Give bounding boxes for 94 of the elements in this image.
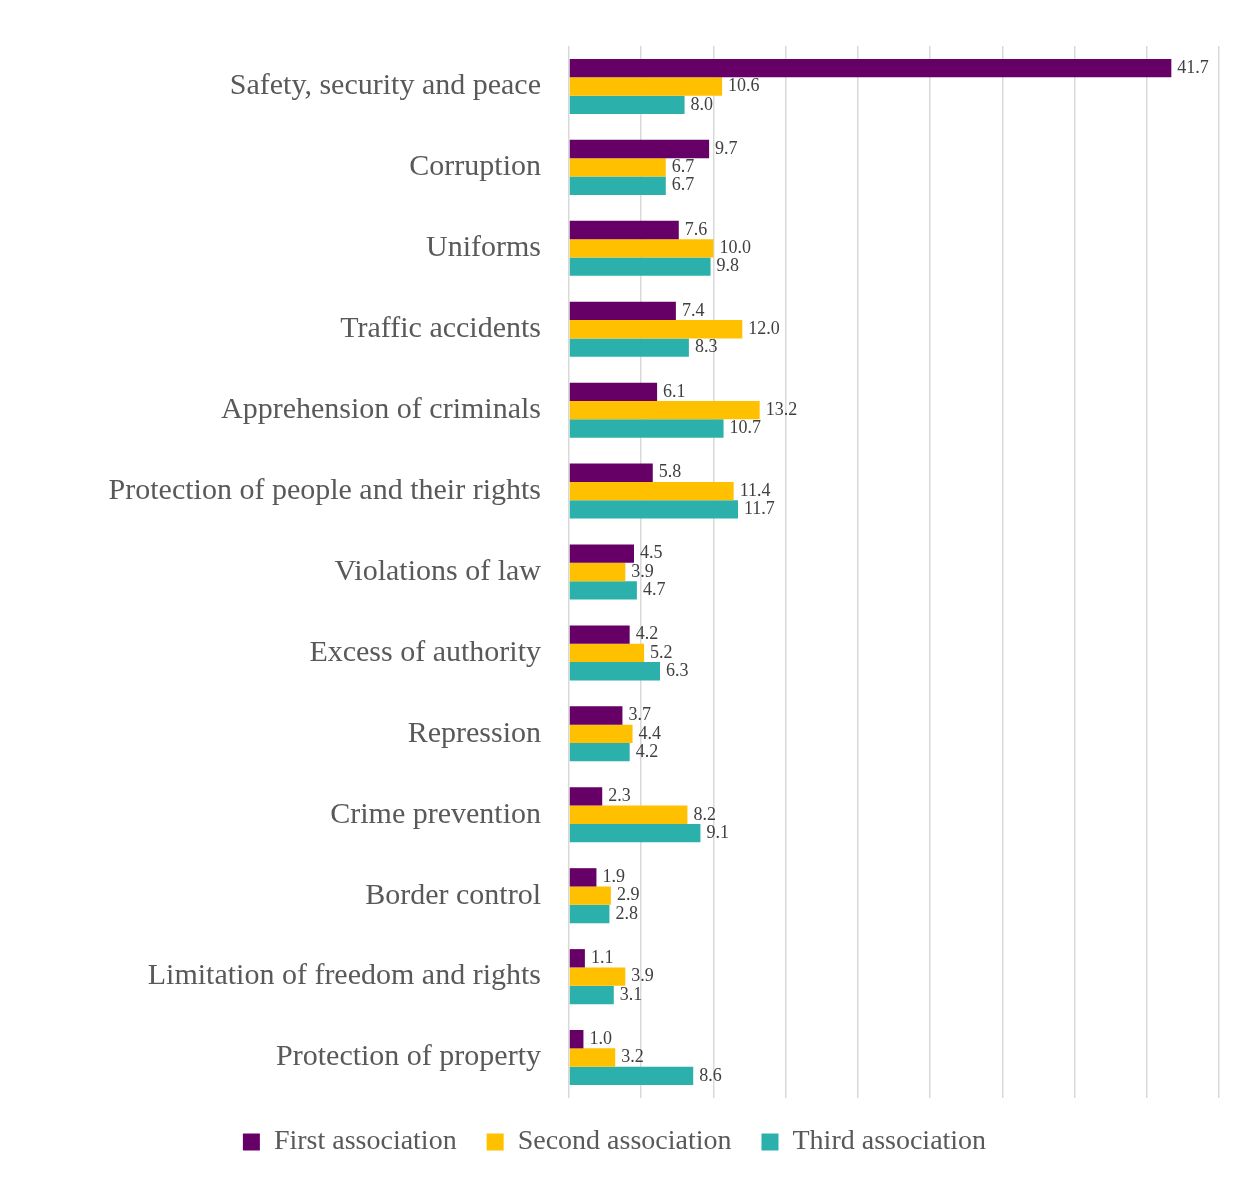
data-label: 3.2 xyxy=(621,1046,644,1067)
data-label: 3.1 xyxy=(619,983,643,1004)
bar xyxy=(569,805,688,824)
bar xyxy=(569,1030,584,1049)
bar xyxy=(569,419,724,438)
bar xyxy=(569,643,645,663)
bar xyxy=(569,724,633,744)
data-label: 4.4 xyxy=(638,722,662,743)
data-label: 12.0 xyxy=(748,317,780,338)
y-tick-label: Limitation of freedom and rights xyxy=(147,957,541,991)
y-tick-label: Protection of property xyxy=(276,1038,541,1072)
legend-label: First association xyxy=(273,1124,457,1156)
data-label: 2.3 xyxy=(608,785,631,806)
bar xyxy=(569,463,653,482)
y-tick-label: Crime prevention xyxy=(330,795,541,829)
bar xyxy=(569,662,660,681)
bar xyxy=(569,400,760,420)
bar xyxy=(569,743,630,762)
data-label: 41.7 xyxy=(1177,56,1209,77)
y-tick-label: Apprehension of criminals xyxy=(221,391,541,425)
data-label: 2.9 xyxy=(616,884,640,905)
data-label: 5.2 xyxy=(650,641,673,662)
bar xyxy=(569,220,679,240)
bar xyxy=(569,257,711,276)
y-tick-label: Excess of authority xyxy=(309,633,541,667)
data-label: 4.2 xyxy=(635,740,659,761)
bar xyxy=(569,544,634,563)
data-label: 1.1 xyxy=(590,947,614,968)
y-tick-label: Border control xyxy=(365,876,541,910)
bar xyxy=(569,1066,694,1086)
y-tick-label: Violations of law xyxy=(334,552,542,586)
data-label: 4.5 xyxy=(640,542,663,563)
data-label: 13.2 xyxy=(765,398,798,419)
data-label: 7.6 xyxy=(684,218,708,239)
y-tick-label: Corruption xyxy=(409,148,541,182)
bar xyxy=(569,886,611,905)
y-tick-label: Protection of people and their rights xyxy=(108,471,541,505)
bar xyxy=(569,904,610,924)
bar xyxy=(569,562,626,582)
data-label: 1.0 xyxy=(589,1027,612,1048)
data-label: 2.8 xyxy=(615,902,638,923)
bar xyxy=(569,625,630,644)
data-label: 9.7 xyxy=(715,137,738,158)
data-label: 8.3 xyxy=(694,336,718,357)
y-tick-label: Safety, security and peace xyxy=(229,67,541,101)
bar xyxy=(569,176,666,195)
data-label: 3.9 xyxy=(631,560,654,581)
bar xyxy=(569,481,734,501)
data-label: 6.7 xyxy=(671,156,695,177)
bar xyxy=(569,500,738,519)
bar xyxy=(569,77,723,96)
data-label: 7.4 xyxy=(681,299,705,320)
bar xyxy=(569,1048,616,1067)
data-label: 10.0 xyxy=(719,237,751,258)
legend-label: Second association xyxy=(517,1124,732,1156)
bar xyxy=(569,338,689,357)
y-tick-label: Uniforms xyxy=(426,229,541,263)
bar xyxy=(569,868,597,887)
data-label: 9.1 xyxy=(706,821,729,842)
bar xyxy=(569,158,666,177)
data-label: 1.9 xyxy=(602,866,625,887)
data-label: 10.7 xyxy=(729,417,762,438)
data-label: 5.8 xyxy=(658,461,682,482)
bar xyxy=(569,706,623,725)
bar xyxy=(569,382,658,401)
data-label: 8.6 xyxy=(699,1064,722,1085)
bar xyxy=(569,239,714,258)
data-label: 3.7 xyxy=(628,704,651,725)
data-label: 9.8 xyxy=(716,255,740,276)
y-tick-label: Repression xyxy=(407,714,541,748)
legend-label: Third association xyxy=(792,1124,987,1156)
data-label: 6.1 xyxy=(663,380,686,401)
bar xyxy=(569,949,585,968)
data-label: 3.9 xyxy=(631,965,654,986)
bar xyxy=(569,985,614,1005)
bar xyxy=(569,95,685,114)
data-label: 4.7 xyxy=(642,579,666,600)
data-label: 6.7 xyxy=(671,174,695,195)
data-label: 8.0 xyxy=(690,93,714,114)
bar xyxy=(569,58,1172,78)
data-label: 6.3 xyxy=(666,660,689,680)
bar xyxy=(569,581,637,600)
data-label: 8.2 xyxy=(693,803,716,824)
bar xyxy=(569,301,676,321)
data-label: 10.6 xyxy=(728,75,760,96)
bar xyxy=(569,320,743,339)
bar xyxy=(569,823,701,843)
data-label: 11.4 xyxy=(739,479,771,500)
bar xyxy=(569,967,626,986)
data-label: 4.2 xyxy=(635,623,659,644)
data-label: 11.7 xyxy=(744,498,775,519)
y-tick-label: Traffic accidents xyxy=(340,310,541,344)
bar xyxy=(569,787,603,806)
bar xyxy=(569,139,710,159)
